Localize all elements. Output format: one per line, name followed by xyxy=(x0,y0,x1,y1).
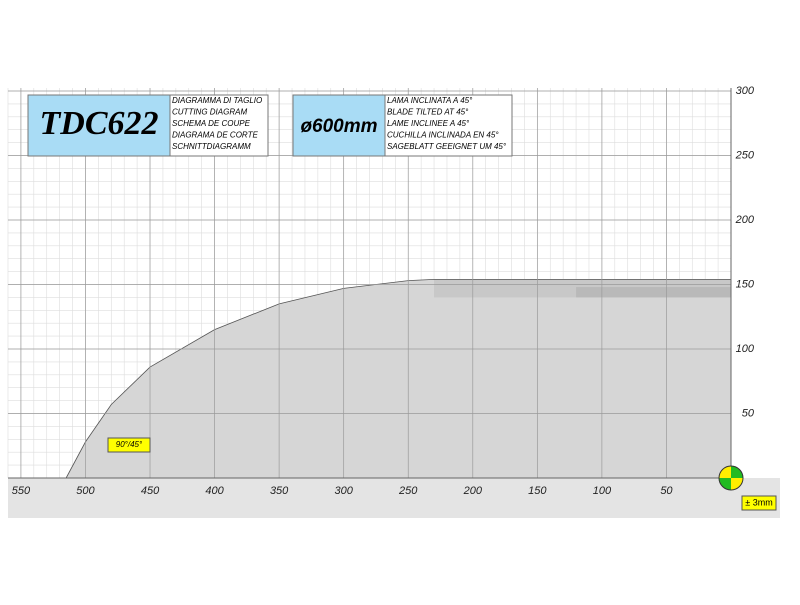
title-line: DIAGRAMMA DI TAGLIO xyxy=(172,96,262,105)
axis-strip xyxy=(8,478,780,518)
y-tick-label: 150 xyxy=(736,278,755,290)
annotation: 90°/45° xyxy=(116,440,143,449)
x-tick-label: 250 xyxy=(398,485,418,497)
x-tick-label: 400 xyxy=(205,485,224,497)
marker-quadrant xyxy=(719,478,731,490)
subtitle-line: SAGEBLATT GEEIGNET UM 45° xyxy=(387,142,507,151)
y-tick-label: 100 xyxy=(736,343,755,355)
marker-quadrant xyxy=(719,466,731,478)
title-line: CUTTING DIAGRAM xyxy=(172,108,247,117)
x-tick-label: 300 xyxy=(334,485,353,497)
plot xyxy=(7,88,732,479)
title-line: SCHEMA DE COUPE xyxy=(172,119,251,128)
cut-area xyxy=(66,279,732,478)
marker-quadrant xyxy=(731,478,743,490)
subtitle-line: CUCHILLA INCLINADA EN 45° xyxy=(387,131,499,140)
x-tick-label: 100 xyxy=(593,485,612,497)
x-tick-label: 450 xyxy=(141,485,160,497)
x-tick-label: 500 xyxy=(76,485,95,497)
subtitle-line: LAMA INCLINATA A 45° xyxy=(387,96,473,105)
origin-marker xyxy=(718,465,744,491)
subtitle-box xyxy=(292,94,386,157)
title-line: DIAGRAMA DE CORTE xyxy=(172,131,258,140)
subtitle-lines-box xyxy=(384,94,513,157)
marker-quadrant xyxy=(731,466,743,478)
band xyxy=(576,287,731,298)
x-tick-label: 150 xyxy=(528,485,547,497)
marker-ring xyxy=(718,465,744,491)
y-tick-label: 300 xyxy=(736,85,755,97)
x-tick-label: 550 xyxy=(12,485,31,497)
y-tick-label: 250 xyxy=(735,149,755,161)
y-tick-label: 200 xyxy=(735,214,755,226)
y-tick-label: 50 xyxy=(742,407,755,419)
x-tick-label: 200 xyxy=(463,485,483,497)
chart-title: TDC622 xyxy=(40,105,159,142)
annotation-box xyxy=(741,495,777,511)
subtitle-line: LAME INCLINEE A 45° xyxy=(387,119,470,128)
x-tick-label: 50 xyxy=(660,485,673,497)
title-lines-box xyxy=(169,94,269,157)
cut-curve xyxy=(65,278,731,479)
header: TDC622 ø600mm DIAGRAMMA DI TAGLIO CUTTING… xyxy=(27,94,513,157)
title-line: SCHNITTDIAGRAMM xyxy=(172,142,251,151)
chart-subtitle: ø600mm xyxy=(300,116,377,137)
title-box xyxy=(27,94,171,157)
annotation-box xyxy=(107,437,151,453)
x-tick-label: 350 xyxy=(270,485,289,497)
subtitle-line: BLADE TILTED AT 45° xyxy=(387,108,469,117)
annotation: ± 3mm xyxy=(745,497,772,507)
